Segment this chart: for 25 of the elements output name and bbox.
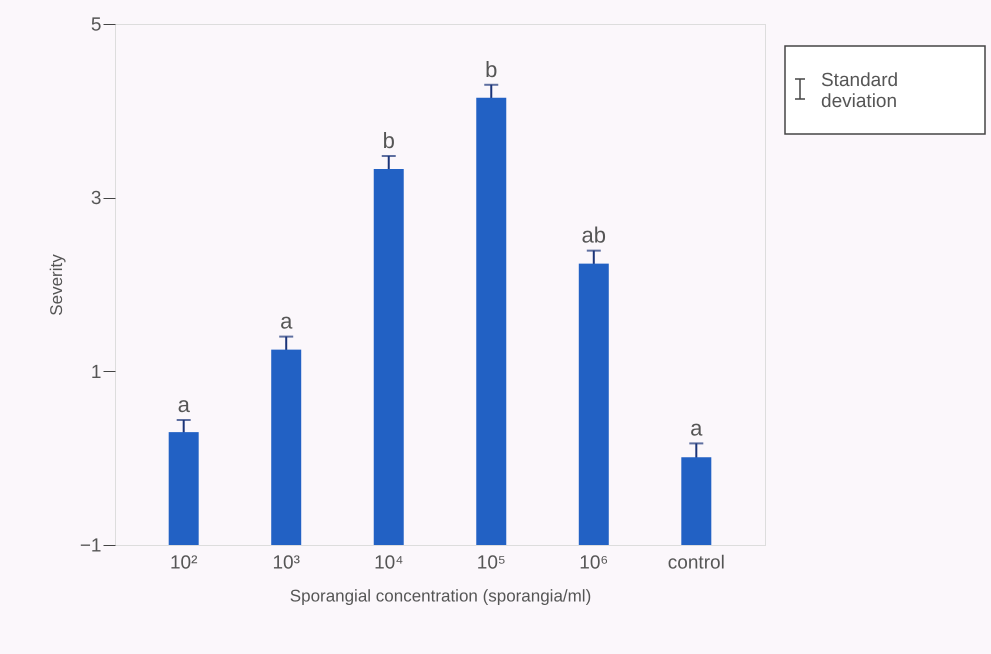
y-tick-label: 1: [90, 362, 102, 383]
x-tick-label: 10⁶: [579, 552, 608, 574]
x-tick-label: 10³: [272, 552, 300, 574]
bar: [578, 264, 609, 545]
annotation: ab: [582, 222, 606, 248]
annotation: a: [178, 392, 191, 417]
annotation: a: [280, 308, 294, 334]
bar: [681, 457, 712, 545]
bar: [476, 98, 506, 545]
y-tick-label: 3: [90, 188, 102, 210]
x-axis-title: Sporangial concentration (sporangia/ml): [290, 586, 592, 606]
bar: [168, 432, 199, 545]
x-tick-label: 10⁴: [374, 552, 404, 574]
y-axis-title: Severity: [46, 254, 66, 316]
y-tick-label: −1: [80, 536, 102, 556]
bar: [374, 169, 404, 545]
x-tick-label: control: [668, 552, 725, 574]
x-tick-label: 10²: [170, 552, 198, 574]
x-tick-label: 10⁵: [476, 552, 506, 574]
bar: [271, 350, 302, 545]
annotation: b: [382, 128, 395, 153]
annotation: b: [485, 56, 498, 82]
y-tick-label: 5: [90, 14, 102, 36]
annotation: a: [690, 415, 704, 440]
text: Standard deviation: [821, 70, 898, 112]
